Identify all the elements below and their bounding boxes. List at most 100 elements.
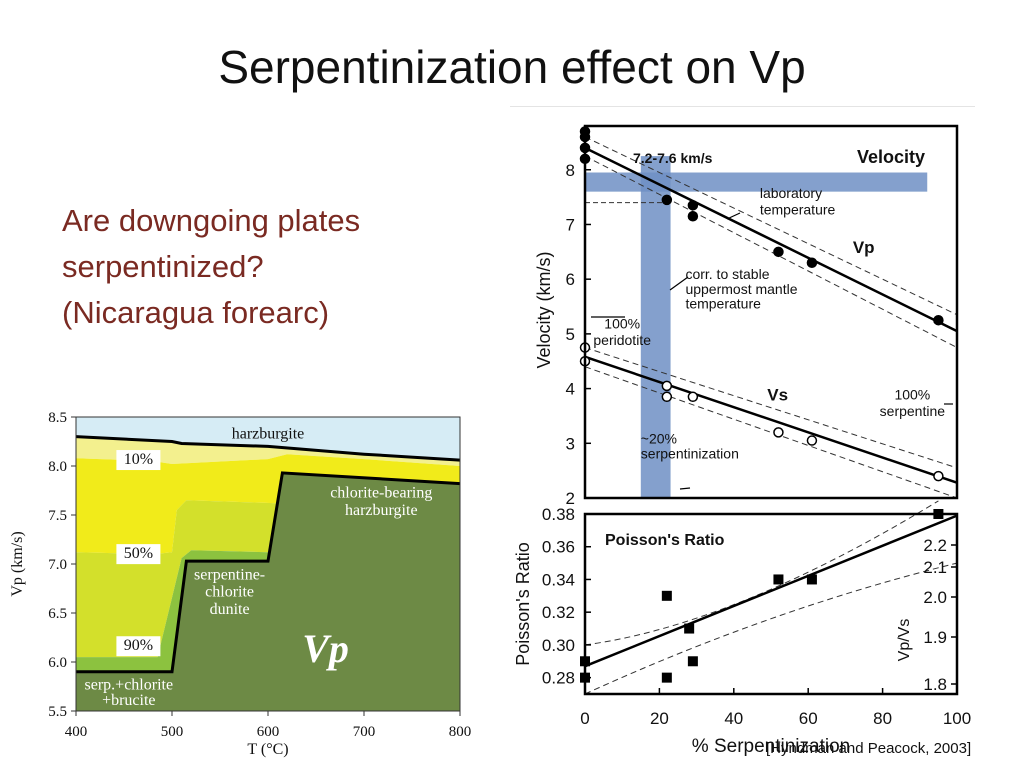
region-harzburgite xyxy=(76,417,460,461)
x-tick-label: 40 xyxy=(724,709,743,728)
region-10- xyxy=(76,436,460,466)
y-tick-label: 6 xyxy=(566,270,575,289)
y-tick-label: 8 xyxy=(566,161,575,180)
y2-tick-label: 1.8 xyxy=(923,675,947,694)
region-label: harzburgite xyxy=(345,502,418,519)
annotation: ~20% xyxy=(641,430,677,446)
y2-tick-label: 2.1 xyxy=(923,558,947,577)
annotation: 100% xyxy=(604,315,640,331)
band-label: 7.2-7.6 km/s xyxy=(633,150,713,166)
panel-label: Velocity xyxy=(857,147,925,167)
confidence-line xyxy=(584,366,958,499)
data-point-vp xyxy=(933,314,944,326)
region-label: chlorite xyxy=(205,583,254,600)
data-point xyxy=(661,590,672,601)
label-box xyxy=(116,544,161,565)
annotation: serpentine xyxy=(880,403,946,419)
y2-tick-label: 2.2 xyxy=(923,536,947,555)
data-point-vs xyxy=(806,435,818,446)
x-tick-label: 700 xyxy=(353,724,376,740)
y-tick-label: 5.5 xyxy=(48,704,67,720)
annotation: temperature xyxy=(760,202,836,218)
x-tick-label: 400 xyxy=(65,724,88,740)
label-box xyxy=(116,636,161,657)
y-tick-label: 7 xyxy=(566,215,575,234)
x-tick-label: 20 xyxy=(650,709,669,728)
question-text: Are downgoing plates serpentinized? (Nic… xyxy=(62,198,360,336)
annotation: serpentinization xyxy=(641,446,739,462)
y-axis-title: Velocity (km/s) xyxy=(534,251,554,368)
region-chlorite-bearing-harzburgite xyxy=(76,472,460,711)
confidence-line xyxy=(584,500,939,646)
confidence-line xyxy=(584,562,958,695)
plot-frame xyxy=(583,512,959,696)
annotation: 100% xyxy=(894,387,930,403)
y2-tick-label: 2.0 xyxy=(923,588,947,607)
region-label: 10% xyxy=(124,451,153,468)
region-label: +brucite xyxy=(102,692,155,709)
slide-title: Serpentinization effect on Vp xyxy=(218,41,806,93)
fit-line-vp xyxy=(584,146,958,333)
annotation-arrow xyxy=(726,212,741,220)
data-point xyxy=(684,623,695,634)
question-line-1: Are downgoing plates xyxy=(62,203,361,238)
region-label: 50% xyxy=(124,545,153,562)
annotation: corr. to stable xyxy=(685,266,769,282)
x-tick-label: 80 xyxy=(873,709,892,728)
data-point xyxy=(661,672,672,683)
data-point xyxy=(773,574,784,585)
confidence-line xyxy=(584,136,958,316)
x-tick-label: 100 xyxy=(943,709,971,728)
y-tick-label: 7.0 xyxy=(48,557,67,573)
y-tick-label: 2 xyxy=(566,489,575,508)
region-label: chlorite-bearing xyxy=(330,484,432,501)
citation: [Hyndman and Peacock, 2003] xyxy=(766,740,972,757)
label-box xyxy=(116,450,161,471)
data-point-vs xyxy=(773,427,784,438)
annotation-arrow xyxy=(669,276,689,291)
y-tick-label: 0.36 xyxy=(542,538,575,557)
y-tick-label: 0.28 xyxy=(542,669,575,688)
serpentinization-band xyxy=(640,156,671,498)
boundary-line-0 xyxy=(75,435,461,462)
region-label: serpentine- xyxy=(194,567,265,584)
question-line-3: (Nicaragua forearc) xyxy=(62,295,330,330)
region-label: dunite xyxy=(210,601,250,618)
y-axis-title: Vp (km/s) xyxy=(9,531,26,596)
data-point-vp xyxy=(773,246,784,258)
region-50- xyxy=(76,454,460,555)
annotation: peridotite xyxy=(593,332,651,348)
annotation: temperature xyxy=(685,296,761,312)
fit-line-vs xyxy=(584,355,958,484)
boundary-line-1 xyxy=(76,471,461,674)
plot-frame xyxy=(583,124,959,500)
data-point-vp xyxy=(687,211,699,222)
data-point-vs xyxy=(687,391,699,403)
y-tick-label: 0.30 xyxy=(542,636,575,655)
y-tick-label: 8.5 xyxy=(48,410,67,426)
y-tick-label: 3 xyxy=(566,434,575,453)
region-label: harzburgite xyxy=(232,426,305,443)
x-axis-title: % Serpentinization xyxy=(692,736,850,757)
panel-label: Poisson's Ratio xyxy=(605,532,725,549)
data-point-vp xyxy=(687,200,699,211)
data-point-vp xyxy=(806,257,818,269)
data-point-vs xyxy=(661,391,673,403)
y-tick-label: 0.34 xyxy=(542,570,575,589)
vp-big-label: Vp xyxy=(302,626,349,671)
y2-tick-label: 1.9 xyxy=(923,628,947,647)
y-tick-label: 0.32 xyxy=(542,603,575,622)
annotation: uppermost mantle xyxy=(685,281,797,297)
plot-bg xyxy=(585,514,957,694)
annotation: laboratory xyxy=(760,185,822,201)
y-tick-label: 5 xyxy=(566,325,575,344)
title-divider xyxy=(510,106,975,107)
annotation-arrow xyxy=(679,487,691,490)
data-point-vs xyxy=(933,470,944,482)
region-label: serp.+chlorite xyxy=(85,676,174,693)
y-tick-label: 4 xyxy=(566,380,575,399)
fit-line xyxy=(584,514,958,668)
